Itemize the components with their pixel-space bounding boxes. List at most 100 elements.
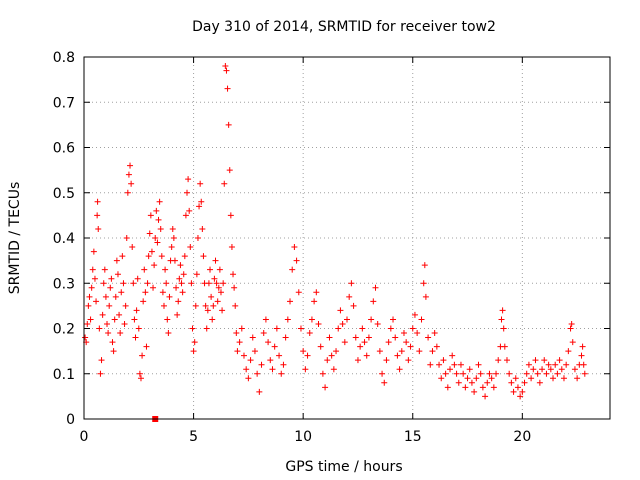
data-point bbox=[256, 388, 263, 395]
data-point bbox=[319, 370, 326, 377]
grid bbox=[84, 57, 610, 419]
data-point bbox=[302, 366, 309, 373]
data-point bbox=[414, 330, 421, 337]
data-point bbox=[182, 212, 189, 219]
data-point bbox=[558, 366, 565, 373]
data-point bbox=[416, 348, 423, 355]
data-point bbox=[216, 266, 223, 273]
data-point bbox=[444, 384, 451, 391]
data-point bbox=[214, 298, 221, 305]
data-point bbox=[124, 189, 131, 196]
data-point bbox=[306, 330, 313, 337]
data-point bbox=[107, 284, 114, 291]
data-point bbox=[578, 352, 585, 359]
data-point bbox=[86, 293, 93, 300]
data-point bbox=[326, 334, 333, 341]
data-point bbox=[339, 320, 346, 327]
data-point bbox=[354, 357, 361, 364]
data-point bbox=[130, 280, 137, 287]
data-point bbox=[173, 284, 180, 291]
y-tick-label: 0.6 bbox=[53, 141, 75, 157]
data-point bbox=[560, 375, 567, 382]
data-point bbox=[361, 339, 368, 346]
data-point bbox=[297, 325, 304, 332]
data-point bbox=[181, 253, 188, 260]
data-point bbox=[398, 348, 405, 355]
x-tick-label: 15 bbox=[404, 429, 422, 445]
data-point bbox=[121, 320, 128, 327]
data-point bbox=[455, 379, 462, 386]
data-point bbox=[387, 325, 394, 332]
data-point bbox=[407, 343, 414, 350]
data-point bbox=[240, 352, 247, 359]
data-point bbox=[532, 357, 539, 364]
data-point bbox=[495, 357, 502, 364]
data-point bbox=[580, 361, 587, 368]
data-point bbox=[335, 325, 342, 332]
data-point bbox=[156, 198, 163, 205]
data-point bbox=[175, 298, 182, 305]
data-point bbox=[462, 384, 469, 391]
data-point bbox=[194, 235, 201, 241]
data-point bbox=[501, 343, 508, 350]
data-point bbox=[140, 298, 147, 305]
data-point bbox=[370, 298, 377, 305]
data-point bbox=[196, 203, 203, 210]
y-axis-label: SRMTID / TECUs bbox=[7, 182, 23, 295]
data-point bbox=[157, 225, 164, 232]
data-point bbox=[295, 289, 302, 296]
data-point bbox=[228, 244, 235, 251]
data-point bbox=[484, 379, 491, 386]
data-point bbox=[512, 375, 519, 382]
data-point bbox=[190, 348, 197, 355]
data-point bbox=[280, 361, 287, 368]
data-point bbox=[238, 325, 245, 332]
data-point bbox=[160, 302, 167, 309]
data-point bbox=[225, 121, 232, 128]
data-point bbox=[91, 275, 98, 282]
data-point bbox=[174, 311, 181, 318]
data-point bbox=[102, 293, 109, 300]
data-point bbox=[287, 298, 294, 305]
data-point bbox=[376, 348, 383, 355]
data-point bbox=[273, 325, 280, 332]
data-point bbox=[208, 293, 215, 300]
data-point bbox=[203, 325, 210, 332]
data-point bbox=[429, 348, 436, 355]
data-point bbox=[473, 375, 480, 382]
data-point bbox=[262, 316, 269, 323]
y-tick-label: 0.4 bbox=[53, 231, 75, 247]
data-point bbox=[243, 366, 250, 373]
data-point bbox=[359, 325, 366, 332]
data-point bbox=[245, 375, 252, 382]
data-point bbox=[114, 271, 121, 278]
data-point bbox=[506, 370, 513, 377]
data-point bbox=[96, 325, 103, 332]
data-point bbox=[317, 343, 324, 350]
data-point bbox=[514, 384, 521, 391]
x-tick-label: 20 bbox=[513, 429, 531, 445]
data-point bbox=[550, 375, 557, 382]
data-point bbox=[368, 316, 375, 323]
data-point bbox=[217, 289, 224, 296]
axis-ticks: 0 0.1 0.2 0.3 0.4 0.5 0.6 0.7 0.8 0 5 10 15 20 bbox=[53, 50, 610, 445]
data-point bbox=[129, 244, 136, 251]
data-point bbox=[322, 384, 329, 391]
data-point bbox=[383, 357, 390, 364]
data-point bbox=[146, 230, 153, 237]
data-point bbox=[108, 275, 115, 282]
data-point bbox=[134, 275, 141, 282]
data-point bbox=[304, 352, 311, 359]
data-point bbox=[210, 302, 217, 309]
data-point bbox=[200, 253, 207, 260]
data-point bbox=[508, 379, 515, 386]
data-point bbox=[267, 357, 274, 364]
data-point bbox=[99, 311, 106, 318]
data-point bbox=[300, 348, 307, 355]
data-point bbox=[166, 293, 173, 300]
data-point bbox=[530, 366, 537, 373]
data-point bbox=[500, 325, 507, 332]
data-point bbox=[464, 375, 471, 382]
data-point bbox=[357, 343, 364, 350]
data-point bbox=[109, 339, 116, 346]
